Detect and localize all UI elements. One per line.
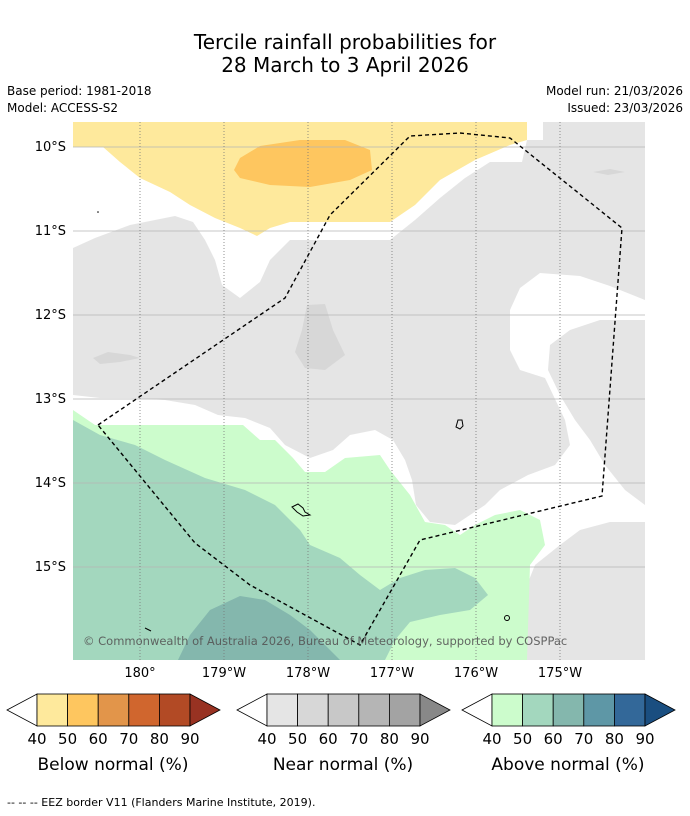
tick-label: 60 — [544, 730, 563, 748]
near-normal-50-sliver-east — [593, 169, 625, 175]
tick-label: 40 — [482, 730, 501, 748]
lon-label: 180° — [124, 666, 155, 680]
colorbar-segment — [297, 693, 329, 727]
tick-label: 50 — [288, 730, 307, 748]
colorbar-segment — [583, 693, 615, 727]
title-line-1: Tercile rainfall probabilities for — [193, 30, 497, 54]
lat-label: 13°S — [35, 392, 66, 407]
meta-left: Base period: 1981-2018 Model: ACCESS-S2 — [7, 83, 152, 117]
colorbar-segment — [358, 693, 390, 727]
base-period: Base period: 1981-2018 — [7, 84, 152, 98]
below-normal-colorbar: 40 50 60 70 80 90 Below normal (%) — [6, 693, 221, 775]
tick-label: 60 — [89, 730, 108, 748]
colorbar-segment — [266, 693, 299, 727]
colorbar-min-extension — [236, 693, 268, 727]
eez-border — [96, 132, 623, 646]
latitude-gridlines — [73, 146, 645, 568]
tick-label: 70 — [349, 730, 368, 748]
colorbar-segment — [388, 693, 421, 727]
lon-label: 176°W — [454, 666, 498, 680]
model-run: Model run: 21/03/2026 — [545, 84, 683, 98]
lat-label: 11°S — [35, 224, 66, 239]
issued-date: Issued: 23/03/2026 — [567, 101, 683, 115]
colorbar-segment — [97, 693, 130, 727]
colorbar-min-extension — [461, 693, 493, 727]
colorbar-segment — [67, 693, 99, 727]
colorbar-segment — [491, 693, 524, 727]
lon-label: 175°W — [538, 666, 582, 680]
near-normal-40-region-main — [73, 122, 645, 525]
tick-label: 70 — [119, 730, 138, 748]
near-normal-50-sliver-west — [93, 352, 140, 364]
lon-label: 178°W — [286, 666, 330, 680]
island-atoll-central — [455, 419, 464, 430]
lon-label: 177°W — [370, 666, 414, 680]
lat-label: 15°S — [35, 560, 66, 575]
eez-footnote: -- -- -- EEZ border V11 (Flanders Marine… — [7, 796, 316, 809]
near-normal-40-region-east — [548, 320, 645, 505]
colorbar-max-extension — [189, 693, 221, 727]
lat-label: 14°S — [35, 476, 66, 491]
tick-label: 80 — [605, 730, 624, 748]
tick-label: 50 — [513, 730, 532, 748]
colorbar-segment — [36, 693, 69, 727]
colorbar-segment — [522, 693, 554, 727]
colorbar-min-extension — [6, 693, 38, 727]
near-normal-40-region-southeast — [527, 522, 645, 660]
below-normal-label: Below normal (%) — [38, 755, 189, 775]
chart-title: Tercile rainfall probabilities for 28 Ma… — [0, 31, 690, 77]
island-atoll-south — [291, 503, 312, 517]
tick-label: 60 — [319, 730, 338, 748]
lat-label: 10°S — [35, 140, 66, 155]
near-normal-colorbar: 40 50 60 70 80 90 Near normal (%) — [236, 693, 451, 775]
above-normal-label: Above normal (%) — [491, 755, 644, 775]
tick-label: 80 — [150, 730, 169, 748]
tick-label: 40 — [27, 730, 46, 748]
colorbar-segment — [614, 693, 646, 727]
colorbar-max-extension — [419, 693, 451, 727]
probability-map: © Commonwealth of Australia 2026, Bureau… — [35, 122, 645, 680]
island-small-southwest — [144, 627, 152, 632]
island-small-east — [504, 615, 510, 621]
colorbar-max-extension — [644, 693, 676, 727]
model-name: Model: ACCESS-S2 — [7, 101, 119, 115]
tick-label: 70 — [574, 730, 593, 748]
colorbar-segment — [552, 693, 585, 727]
lat-label: 12°S — [35, 308, 66, 323]
tick-label: 90 — [635, 730, 654, 748]
colorbar-segment — [128, 693, 160, 727]
above-normal-colorbar: 40 50 60 70 80 90 Above normal (%) — [461, 693, 676, 775]
above-normal-50-region — [73, 420, 488, 660]
meta-right: Model run: 21/03/2026 Issued: 23/03/2026 — [546, 83, 683, 117]
colorbar-segment — [327, 693, 360, 727]
tick-label: 90 — [180, 730, 199, 748]
latitude-labels: 10°S 11°S 12°S 13°S 14°S 15°S — [35, 140, 66, 575]
near-normal-50-patch — [295, 304, 345, 370]
longitude-labels: 180° 179°W 178°W 177°W 176°W 175°W — [124, 666, 582, 680]
above-normal-60-region — [178, 596, 340, 660]
title-line-2: 28 March to 3 April 2026 — [221, 53, 469, 77]
below-normal-50-region — [234, 140, 372, 187]
colorbar-segment — [158, 693, 191, 727]
island-dot-northwest — [97, 211, 99, 213]
tick-label: 40 — [257, 730, 276, 748]
lon-label: 179°W — [202, 666, 246, 680]
tick-label: 80 — [380, 730, 399, 748]
tick-label: 50 — [58, 730, 77, 748]
tick-label: 90 — [410, 730, 429, 748]
copyright-notice: © Commonwealth of Australia 2026, Bureau… — [83, 634, 567, 648]
near-normal-label: Near normal (%) — [273, 755, 413, 775]
